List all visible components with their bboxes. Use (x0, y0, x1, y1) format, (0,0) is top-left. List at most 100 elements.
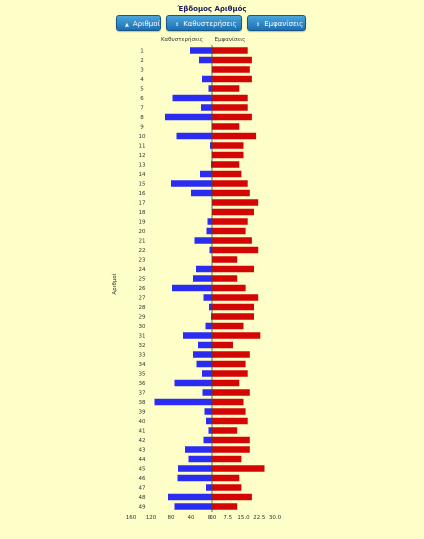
sort-by-number-button[interactable]: ▲ Αριθμοί (116, 15, 161, 31)
appearance-bar-28[interactable] (212, 303, 254, 311)
appearance-bar-49[interactable] (212, 503, 238, 510)
category-label: 49 (139, 505, 146, 511)
delay-bar-30[interactable] (205, 322, 213, 330)
appearance-bar-30[interactable] (212, 322, 244, 330)
delay-bar-47[interactable] (206, 484, 212, 491)
delay-bar-31[interactable] (183, 332, 212, 339)
appearance-bar-35[interactable] (212, 370, 248, 377)
delay-bar-7[interactable] (201, 104, 212, 111)
delay-bar-24[interactable] (196, 265, 212, 273)
appearance-bar-20[interactable] (212, 227, 246, 235)
appearance-bar-33[interactable] (212, 351, 250, 358)
delay-bar-21[interactable] (194, 237, 213, 244)
appearance-bar-48[interactable] (212, 493, 252, 501)
delay-bar-40[interactable] (206, 417, 212, 425)
appearance-bar-8[interactable] (212, 113, 252, 121)
category-label: 28 (139, 305, 146, 311)
appearance-bar-10[interactable] (212, 132, 257, 140)
appearance-bar-2[interactable] (212, 56, 252, 64)
delay-bar-38[interactable] (154, 398, 213, 406)
appearance-bar-37[interactable] (212, 389, 250, 396)
delay-bar-48[interactable] (168, 493, 212, 501)
appearance-bar-43[interactable] (212, 446, 250, 453)
delay-bar-25[interactable] (193, 275, 212, 282)
appearance-bar-5[interactable] (212, 85, 240, 92)
appearance-bar-18[interactable] (212, 208, 254, 216)
delay-bar-32[interactable] (198, 341, 212, 349)
appearance-bar-16[interactable] (212, 189, 250, 197)
delay-bar-41[interactable] (208, 427, 213, 434)
appearance-bar-19[interactable] (212, 218, 248, 225)
delay-bar-22[interactable] (209, 246, 213, 254)
appearance-bar-40[interactable] (212, 417, 248, 425)
delay-bar-49[interactable] (174, 503, 213, 510)
delay-bar-39[interactable] (204, 408, 213, 415)
delay-bar-33[interactable] (193, 351, 212, 358)
appearance-bar-9[interactable] (212, 123, 240, 130)
appearance-bar-44[interactable] (212, 455, 242, 463)
delay-bar-28[interactable] (209, 303, 212, 311)
appearance-bar-24[interactable] (212, 265, 254, 273)
appearance-bar-4[interactable] (212, 75, 252, 83)
appearance-bar-26[interactable] (212, 284, 246, 292)
delay-bar-20[interactable] (206, 227, 213, 235)
delay-bar-26[interactable] (172, 284, 212, 292)
delay-bar-13[interactable] (211, 161, 212, 168)
delay-bar-5[interactable] (208, 85, 213, 92)
appearance-bar-21[interactable] (212, 237, 252, 244)
appearance-bar-7[interactable] (212, 104, 248, 111)
delay-bar-15[interactable] (171, 180, 212, 187)
appearance-bar-13[interactable] (212, 161, 240, 168)
appearance-bar-34[interactable] (212, 360, 246, 368)
delay-bar-29[interactable] (211, 313, 212, 320)
delay-bar-19[interactable] (207, 218, 213, 225)
appearance-bar-22[interactable] (212, 246, 259, 254)
appearance-bar-38[interactable] (212, 398, 244, 406)
appearance-bar-23[interactable] (212, 256, 238, 263)
appearance-bar-15[interactable] (212, 180, 248, 187)
button-label: Καθυστερήσεις (183, 20, 237, 28)
appearance-bar-32[interactable] (212, 341, 233, 349)
appearance-bar-1[interactable] (212, 47, 248, 54)
delay-bar-8[interactable] (165, 113, 212, 121)
delay-bar-2[interactable] (199, 56, 212, 64)
delay-bar-46[interactable] (177, 474, 213, 482)
delay-bar-4[interactable] (202, 75, 212, 83)
appearance-bar-25[interactable] (212, 275, 238, 282)
delay-bar-6[interactable] (172, 94, 213, 102)
delay-bar-34[interactable] (196, 360, 213, 368)
appearance-bar-14[interactable] (212, 170, 242, 178)
delay-bar-11[interactable] (210, 142, 212, 149)
delay-bar-45[interactable] (178, 465, 212, 472)
appearance-bar-29[interactable] (212, 313, 254, 320)
category-label: 38 (139, 400, 146, 406)
appearance-bar-46[interactable] (212, 474, 240, 482)
delay-bar-35[interactable] (202, 370, 212, 377)
appearance-bar-47[interactable] (212, 484, 242, 491)
delay-bar-44[interactable] (188, 455, 213, 463)
delay-bar-36[interactable] (174, 379, 213, 387)
appearance-bar-42[interactable] (212, 436, 250, 444)
appearance-bar-11[interactable] (212, 142, 244, 149)
delay-bar-37[interactable] (202, 389, 213, 396)
appearance-bar-6[interactable] (212, 94, 248, 102)
appearance-bar-12[interactable] (212, 151, 244, 159)
appearance-bar-39[interactable] (212, 408, 246, 415)
delay-bar-27[interactable] (203, 294, 213, 301)
sort-by-delays-button[interactable]: ⇕ Καθυστερήσεις (166, 15, 242, 31)
appearance-bar-36[interactable] (212, 379, 240, 387)
appearance-bar-41[interactable] (212, 427, 238, 434)
sort-by-appearances-button[interactable]: ⇕ Εμφανίσεις (247, 15, 306, 31)
appearance-bar-27[interactable] (212, 294, 259, 301)
delay-bar-42[interactable] (203, 436, 213, 444)
category-label: 16 (139, 191, 146, 197)
delay-bar-10[interactable] (176, 132, 213, 140)
appearance-bar-31[interactable] (212, 332, 261, 339)
delay-bar-43[interactable] (185, 446, 212, 453)
appearance-bar-17[interactable] (212, 199, 259, 206)
appearance-bar-45[interactable] (212, 465, 265, 472)
delay-bar-16[interactable] (191, 189, 212, 197)
delay-bar-1[interactable] (190, 47, 212, 54)
delay-bar-14[interactable] (200, 170, 212, 178)
appearance-bar-3[interactable] (212, 66, 250, 73)
